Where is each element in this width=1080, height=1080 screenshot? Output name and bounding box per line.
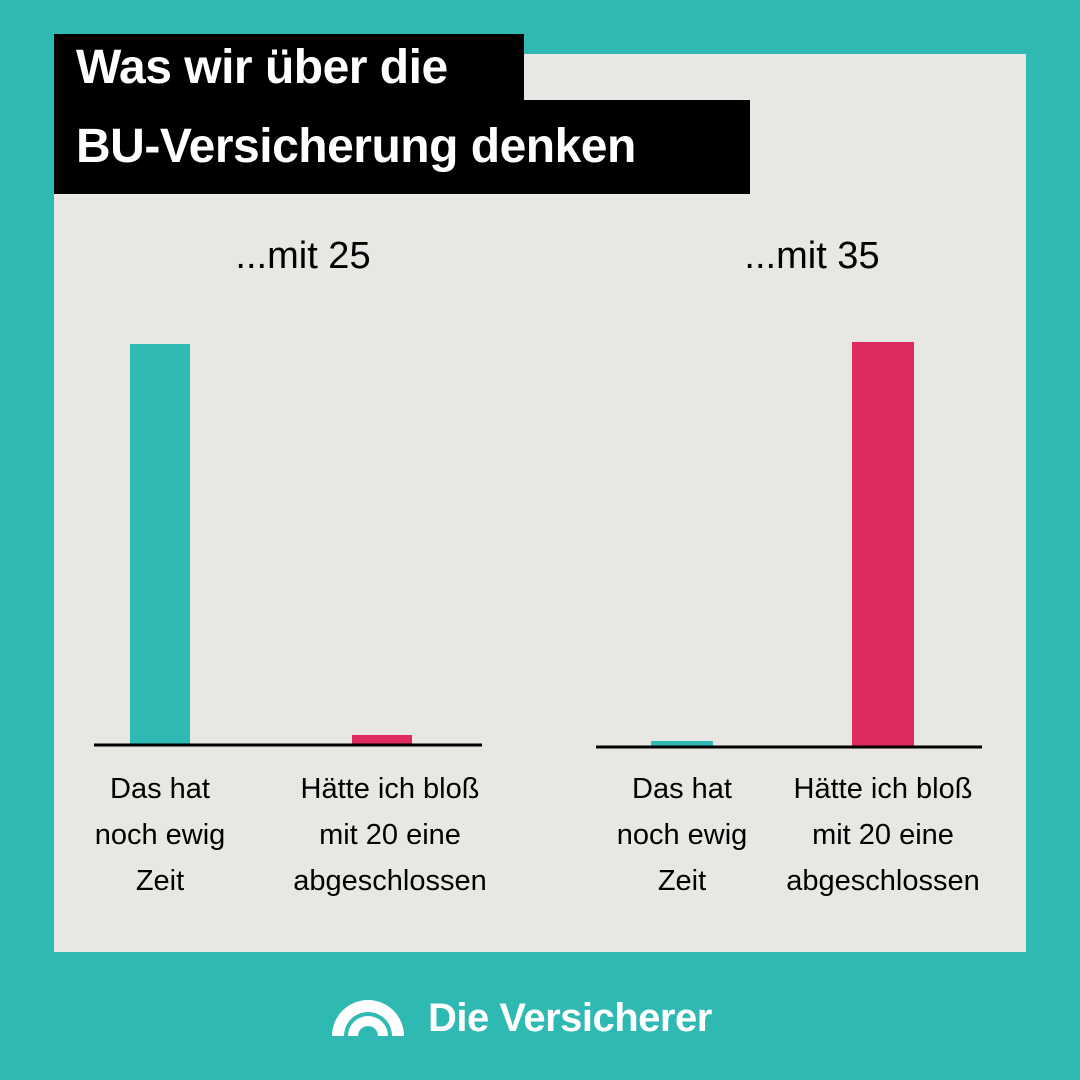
chart-2-title: ...mit 35 [744,235,879,277]
title-line-1: Was wir über die [54,34,524,102]
chart-2-bar-1 [651,740,713,747]
brand: Die Versicherer [330,990,760,1046]
chart-1-bar-2 [352,734,412,745]
chart-1-bar-1 [130,344,190,745]
charts: ...mit 25 Das hat noch ewig Zeit Hätte ich b… [94,235,982,897]
chart-2-tick-label-2: Hätte ich bloß mit 20 eine abgeschlossen [786,773,979,897]
rising-sun-arc-icon [332,1000,404,1036]
title-line-1-text: Was wir über die [76,41,448,94]
brand-name: Die Versicherer [428,995,712,1040]
title-line-2-text: BU-Versicherung denken [76,120,636,173]
chart-1-tick-label-1: Das hat noch ewig Zeit [95,773,226,897]
title-line-2: BU-Versicherung denken [54,100,750,194]
chart-2-tick-label-1: Das hat noch ewig Zeit [617,773,748,897]
chart-2-bar-2 [852,342,914,747]
chart-1-title: ...mit 25 [235,235,370,277]
chart-1-tick-label-2: Hätte ich bloß mit 20 eine abgeschlossen [293,773,486,897]
